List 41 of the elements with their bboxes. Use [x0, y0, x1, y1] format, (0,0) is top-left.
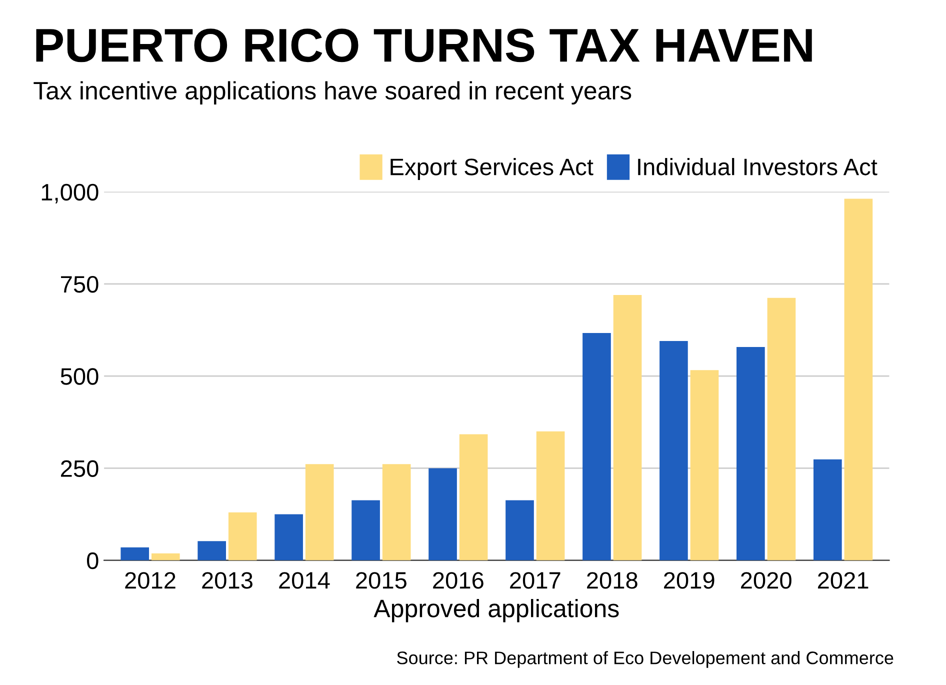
y-tick-label: 500	[60, 368, 98, 385]
x-tick-label: 2017	[510, 572, 560, 589]
bar	[305, 464, 334, 560]
legend-label: Individual Investors Act	[638, 158, 878, 176]
bar	[582, 332, 611, 560]
x-tick-label: 2015	[356, 572, 406, 589]
x-tick-label: 2016	[433, 572, 484, 589]
x-tick-label: 2019	[664, 572, 714, 589]
x-tick-label: 2013	[202, 572, 252, 589]
x-tick-label: 2021	[818, 572, 868, 589]
x-tick-label: 2020	[741, 572, 792, 589]
bar	[120, 547, 150, 560]
source-note: Source: PR Department of Eco Developement and Commerce	[397, 651, 894, 668]
bar	[428, 468, 457, 560]
bar	[506, 500, 534, 560]
y-tick-label: 250	[60, 460, 98, 477]
y-tick-label: 750	[61, 276, 98, 293]
bar	[813, 459, 842, 560]
y-tick-label: 0	[86, 552, 98, 570]
bar	[459, 434, 488, 560]
x-tick-label: 2018	[587, 572, 638, 589]
bar	[274, 514, 303, 560]
chart-title: PUERTO RICO TURNS TAX HAVEN	[36, 28, 812, 62]
bar	[228, 512, 257, 560]
y-tick-label: 1,000	[42, 184, 98, 204]
bar	[736, 346, 765, 560]
x-axis-title: Approved applications	[374, 599, 619, 622]
bar	[844, 198, 873, 560]
bar	[198, 541, 226, 560]
bar	[352, 500, 380, 560]
bar	[767, 298, 796, 560]
bar	[536, 431, 565, 560]
x-tick-label: 2014	[279, 572, 330, 589]
bar	[660, 341, 688, 560]
bar	[151, 553, 180, 560]
bar	[382, 464, 411, 560]
x-tick-label: 2012	[125, 572, 176, 589]
chart-subtitle: Tax incentive applications have soared in recent years	[34, 81, 632, 105]
bar	[613, 294, 642, 560]
bar	[690, 370, 719, 560]
legend-label: Export Services Act	[390, 158, 594, 180]
